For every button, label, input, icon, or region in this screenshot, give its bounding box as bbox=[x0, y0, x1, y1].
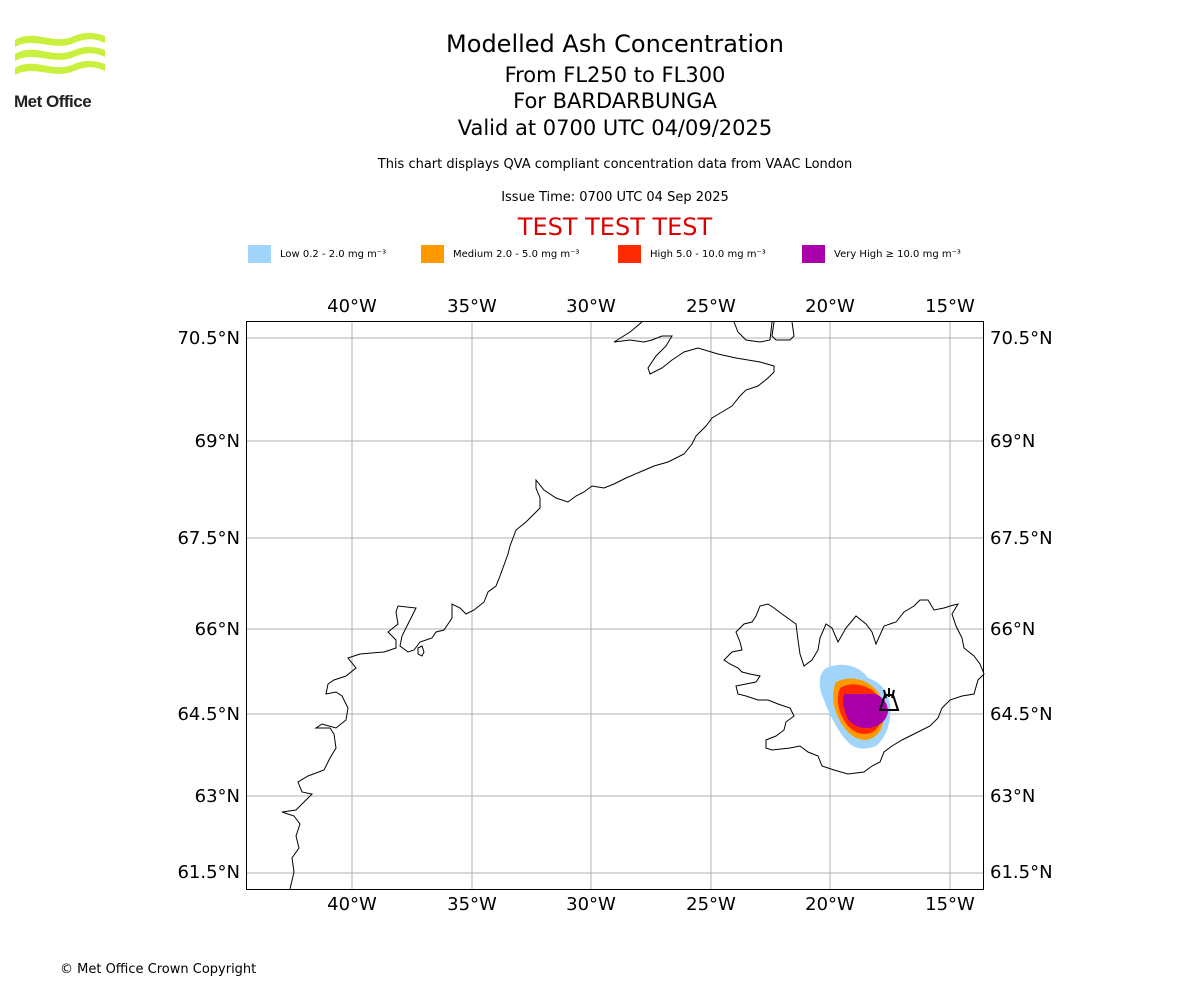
lat-tick-label: 67.5°N bbox=[177, 528, 240, 549]
chart-description: This chart displays QVA compliant concen… bbox=[377, 157, 853, 172]
volcano-symbol-icon bbox=[878, 688, 900, 711]
flight-level-range: From FL250 to FL300 bbox=[504, 63, 726, 87]
lon-tick-label: 35°W bbox=[447, 894, 497, 915]
latitude-labels-left: 70.5°N 69°N 67.5°N 66°N 64.5°N 63°N 61.5… bbox=[177, 328, 240, 883]
lat-tick-label: 70.5°N bbox=[990, 328, 1053, 349]
legend-label-high: High 5.0 - 10.0 mg m⁻³ bbox=[650, 248, 766, 260]
lat-tick-label: 61.5°N bbox=[177, 862, 240, 883]
lat-tick-label: 69°N bbox=[195, 431, 240, 452]
map-frame bbox=[246, 321, 984, 890]
legend-swatch-low bbox=[248, 245, 271, 263]
legend-swatch-very-high bbox=[802, 245, 825, 263]
lon-tick-label: 25°W bbox=[686, 894, 736, 915]
test-banner: TEST TEST TEST bbox=[517, 213, 713, 241]
met-office-waves-logo bbox=[15, 32, 105, 75]
lon-tick-label: 35°W bbox=[447, 296, 497, 317]
lon-tick-label: 30°W bbox=[566, 296, 616, 317]
copyright-notice: © Met Office Crown Copyright bbox=[60, 962, 257, 977]
lon-tick-label: 20°W bbox=[805, 296, 855, 317]
issue-time: Issue Time: 0700 UTC 04 Sep 2025 bbox=[501, 190, 729, 205]
legend-item-very-high: Very High ≥ 10.0 mg m⁻³ bbox=[802, 244, 961, 264]
logo-text: Met Office bbox=[14, 92, 92, 111]
chart-title: Modelled Ash Concentration bbox=[446, 30, 784, 58]
latitude-labels-right: 70.5°N 69°N 67.5°N 66°N 64.5°N 63°N 61.5… bbox=[990, 328, 1053, 883]
lon-tick-label: 15°W bbox=[925, 296, 975, 317]
coastline bbox=[281, 321, 985, 890]
lat-tick-label: 64.5°N bbox=[177, 704, 240, 725]
ash-area-very-high bbox=[843, 694, 888, 728]
lon-tick-label: 30°W bbox=[566, 894, 616, 915]
legend-item-low: Low 0.2 - 2.0 mg m⁻³ bbox=[248, 244, 386, 264]
lon-tick-label: 40°W bbox=[327, 296, 377, 317]
met-office-logo: Met Office bbox=[14, 30, 109, 115]
lon-tick-label: 15°W bbox=[925, 894, 975, 915]
lat-tick-label: 61.5°N bbox=[990, 862, 1053, 883]
legend-label-medium: Medium 2.0 - 5.0 mg m⁻³ bbox=[453, 248, 580, 260]
lat-tick-label: 70.5°N bbox=[177, 328, 240, 349]
lon-tick-label: 25°W bbox=[686, 296, 736, 317]
legend-item-medium: Medium 2.0 - 5.0 mg m⁻³ bbox=[421, 244, 579, 264]
lon-tick-label: 20°W bbox=[805, 894, 855, 915]
legend-swatch-high bbox=[618, 245, 641, 263]
legend-label-low: Low 0.2 - 2.0 mg m⁻³ bbox=[280, 248, 387, 260]
lat-tick-label: 66°N bbox=[195, 619, 240, 640]
lat-tick-label: 63°N bbox=[990, 786, 1035, 807]
longitude-labels-bottom: 40°W 35°W 30°W 25°W 20°W 15°W bbox=[327, 894, 975, 915]
lat-tick-label: 69°N bbox=[990, 431, 1035, 452]
lat-tick-label: 67.5°N bbox=[990, 528, 1053, 549]
legend-item-high: High 5.0 - 10.0 mg m⁻³ bbox=[618, 244, 766, 264]
lon-tick-label: 40°W bbox=[327, 894, 377, 915]
map-gridlines bbox=[247, 322, 983, 889]
lat-tick-label: 63°N bbox=[195, 786, 240, 807]
lat-tick-label: 64.5°N bbox=[990, 704, 1053, 725]
lat-tick-label: 66°N bbox=[990, 619, 1035, 640]
legend-label-very-high: Very High ≥ 10.0 mg m⁻³ bbox=[834, 248, 961, 260]
ash-cloud bbox=[819, 664, 891, 749]
longitude-labels-top: 40°W 35°W 30°W 25°W 20°W 15°W bbox=[327, 296, 975, 317]
legend-swatch-medium bbox=[421, 245, 444, 263]
volcano-name: For BARDARBUNGA bbox=[513, 89, 717, 113]
valid-time: Valid at 0700 UTC 04/09/2025 bbox=[457, 116, 773, 140]
